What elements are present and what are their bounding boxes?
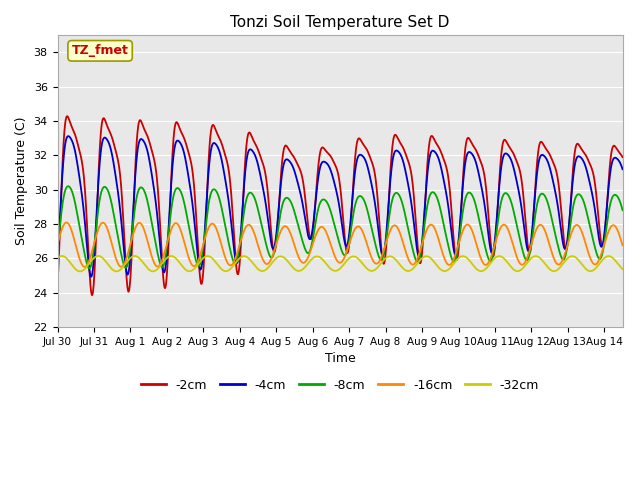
-32cm [152,267,160,273]
-32cm [271,257,278,263]
Y-axis label: Soil Temperature (C): Soil Temperature (C) [15,117,28,245]
X-axis label: Time: Time [324,352,355,365]
-4cm [152,200,160,206]
-8cm [118,256,126,262]
-4cm [65,133,72,139]
Line: -32cm: -32cm [58,256,623,271]
-4cm [271,243,278,249]
-8cm [295,226,303,232]
-32cm [608,254,616,260]
Line: -4cm: -4cm [58,136,623,276]
-16cm [619,242,627,248]
-2cm [63,113,71,119]
-8cm [86,265,93,271]
-8cm [547,212,555,218]
Line: -2cm: -2cm [58,116,623,295]
-2cm [619,154,627,160]
-4cm [87,274,95,279]
-8cm [152,242,160,248]
Text: TZ_fmet: TZ_fmet [72,44,129,57]
-8cm [608,196,616,202]
Line: -16cm: -16cm [58,223,623,267]
-8cm [54,245,61,251]
-4cm [118,230,126,236]
-16cm [295,255,303,261]
-16cm [54,241,61,247]
-16cm [152,263,160,268]
-16cm [118,264,126,269]
-32cm [547,267,555,273]
-32cm [58,253,66,259]
-16cm [271,247,278,252]
-8cm [271,248,278,253]
Title: Tonzi Soil Temperature Set D: Tonzi Soil Temperature Set D [230,15,450,30]
-4cm [54,256,61,262]
-32cm [76,268,84,274]
-4cm [547,169,555,175]
Line: -8cm: -8cm [58,186,623,268]
-32cm [54,255,61,261]
-8cm [64,183,72,189]
Legend: -2cm, -4cm, -8cm, -16cm, -32cm: -2cm, -4cm, -8cm, -16cm, -32cm [136,374,544,397]
-2cm [118,201,126,206]
-2cm [54,281,61,287]
-16cm [547,247,555,252]
-2cm [152,167,160,172]
-4cm [608,160,616,166]
-32cm [295,268,303,274]
-32cm [619,266,627,272]
-2cm [271,249,278,255]
-2cm [295,165,303,170]
-16cm [608,223,616,228]
-2cm [608,147,616,153]
-2cm [88,292,96,298]
-2cm [547,155,555,160]
-16cm [81,264,88,270]
-4cm [619,167,627,172]
-8cm [619,207,627,213]
-32cm [118,265,126,271]
-4cm [295,185,303,191]
-16cm [63,220,70,226]
